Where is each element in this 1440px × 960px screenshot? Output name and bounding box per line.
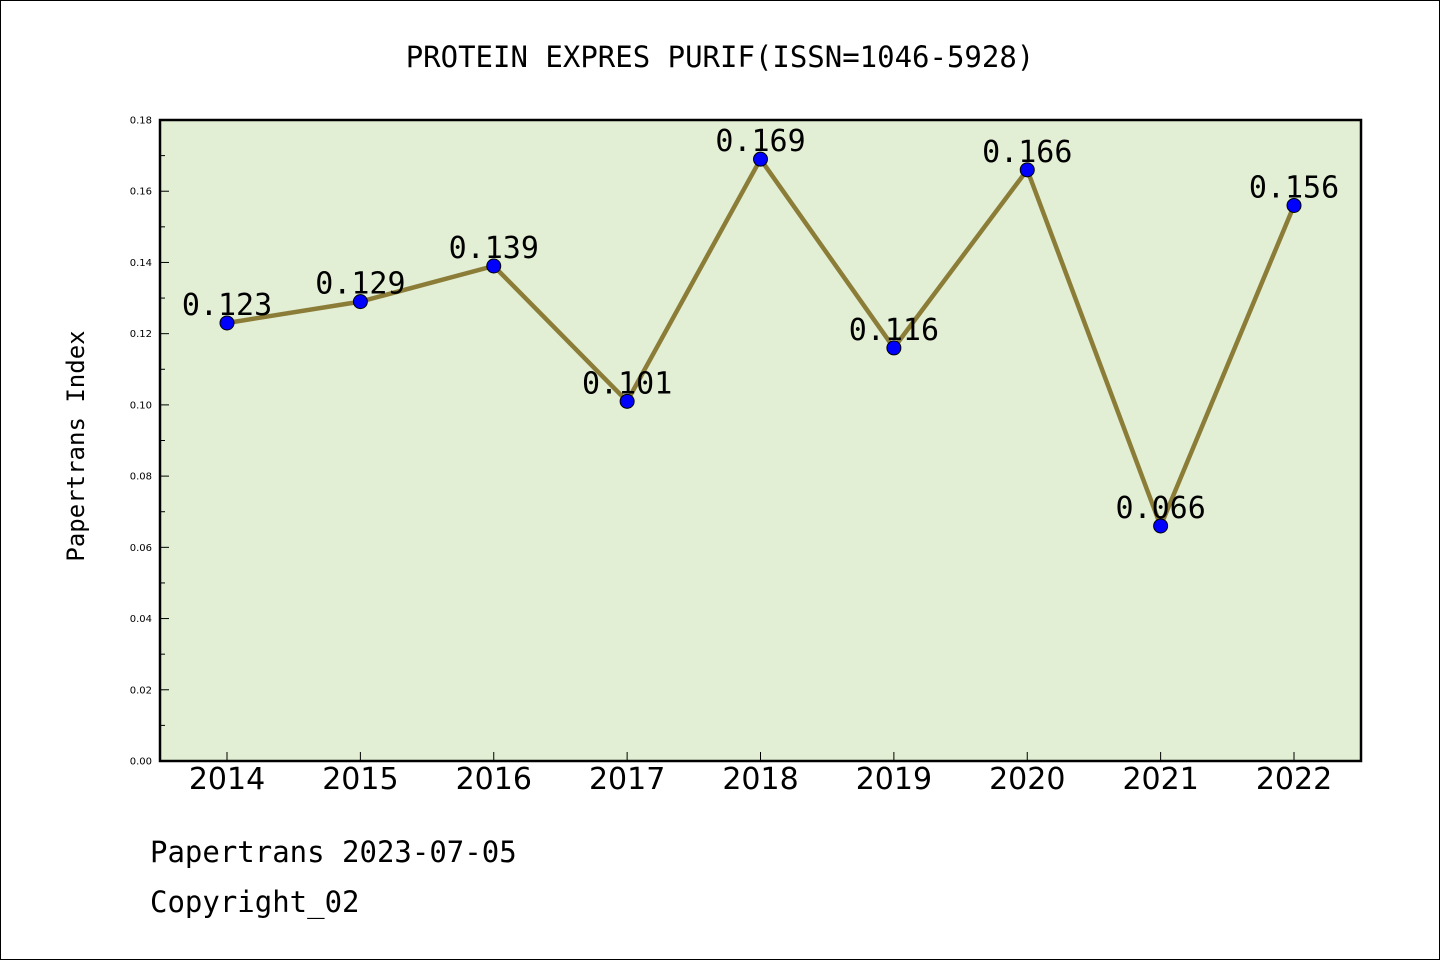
x-tick-label: 2015 [322, 762, 398, 797]
y-tick-label: 0.16 [130, 187, 152, 198]
x-tick-label: 2014 [189, 762, 265, 797]
y-tick-label: 0.08 [130, 472, 152, 483]
data-label: 0.066 [1115, 491, 1205, 526]
data-label: 0.156 [1249, 170, 1339, 205]
data-label: 0.101 [582, 366, 672, 401]
data-point [486, 258, 502, 274]
plot-area [160, 120, 1361, 761]
data-point [352, 294, 368, 310]
data-label: 0.166 [982, 135, 1072, 170]
data-point [1019, 162, 1035, 178]
data-point [886, 340, 902, 356]
y-tick-label: 0.12 [130, 329, 152, 340]
x-tick-label: 2019 [856, 762, 932, 797]
data-point [1286, 197, 1302, 213]
data-point [1153, 518, 1169, 534]
y-tick-label: 0.02 [130, 685, 152, 696]
y-tick-label: 0.10 [130, 400, 152, 411]
data-label: 0.116 [849, 313, 939, 348]
data-labels: 0.123 0.129 0.139 0.101 0.169 0.116 0.166 0.066… [182, 124, 1339, 526]
data-label: 0.169 [715, 124, 805, 159]
y-tick-label: 0.06 [130, 543, 152, 554]
x-tick-label: 2016 [456, 762, 532, 797]
data-point [619, 393, 635, 409]
x-tick-label: 2022 [1256, 762, 1332, 797]
y-tick-label: 0.14 [130, 258, 152, 269]
plot-border [158, 118, 1363, 763]
x-tick-label: 2021 [1122, 762, 1198, 797]
data-point [219, 315, 235, 331]
footer-copyright: Copyright_02 [150, 885, 360, 919]
data-label: 0.139 [449, 231, 539, 266]
data-label: 0.129 [315, 267, 405, 302]
footer-date: Papertrans 2023-07-05 [150, 835, 517, 869]
x-tick-label: 2018 [722, 762, 798, 797]
y-axis-label: Papertrans Index [62, 330, 90, 561]
x-tick-label: 2020 [989, 762, 1065, 797]
x-tick-label: 2017 [589, 762, 665, 797]
series-markers [219, 151, 1302, 534]
x-axis-ticks: 2014 2015 2016 2017 2018 2019 2020 2021 2022 [189, 752, 1332, 797]
y-tick-label: 0.04 [130, 614, 152, 625]
chart-title: PROTEIN EXPRES PURIF(ISSN=1046-5928) [406, 40, 1035, 74]
y-tick-label: 0.00 [130, 757, 152, 768]
y-tick-label: 0.18 [130, 116, 152, 127]
data-point [753, 151, 768, 167]
data-label: 0.123 [182, 288, 272, 323]
